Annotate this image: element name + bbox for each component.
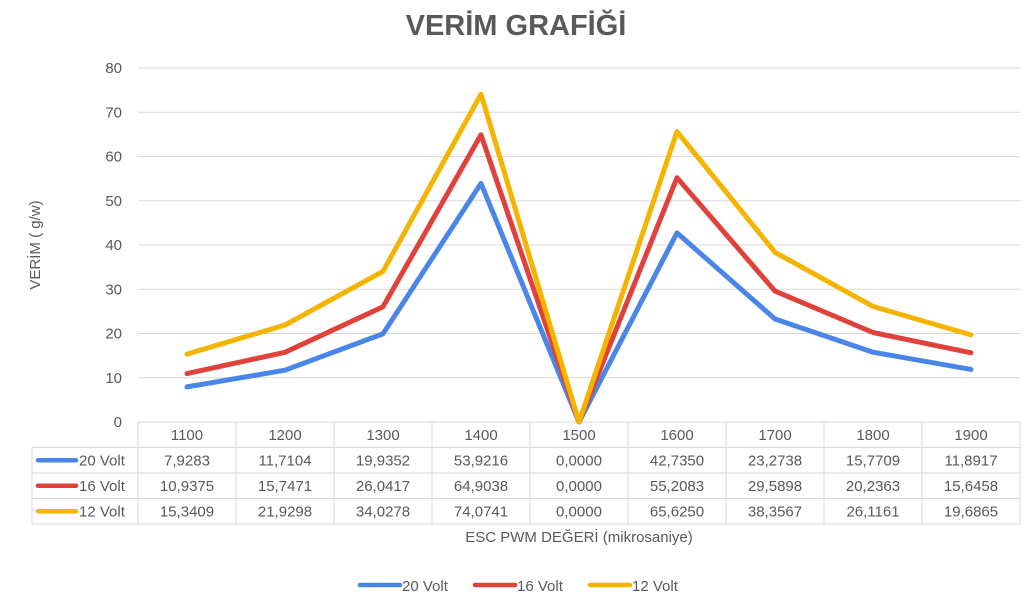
y-axis-title: VERİM ( g/w) [26,200,44,289]
table-cell: 26,0417 [356,478,410,495]
table-cell: 26,1161 [846,503,899,520]
table-cell: 64,9038 [454,478,508,495]
table-series-name: 12 Volt [79,503,126,520]
table-cell: 55,2083 [650,478,704,495]
table-cell: 0,0000 [556,452,602,469]
table-cell: 29,5898 [748,478,802,495]
table-cell: 53,9216 [454,452,508,469]
x-tick-label: 1200 [268,427,301,444]
table-cell: 23,2738 [748,452,802,469]
table-cell: 11,8917 [944,452,997,469]
gridlines [138,67,1020,379]
x-axis-title: ESC PWM DEĞERİ (mikrosaniye) [465,528,693,546]
legend-label: 16 Volt [517,578,564,595]
y-tick-label: 70 [105,104,122,121]
table-series-name: 16 Volt [79,478,126,495]
table-cell: 15,7709 [846,452,900,469]
y-axis: 0 10 20 30 40 50 60 70 80 [105,60,122,431]
table-cell: 21,9298 [258,503,312,520]
table-cell: 15,3409 [160,503,214,520]
table-cell: 42,7350 [650,452,704,469]
table-cell: 34,0278 [356,503,410,520]
table-cell: 20,2363 [846,478,900,495]
table-cell: 74,0741 [454,503,508,520]
y-tick-label: 20 [105,326,122,343]
legend-label: 20 Volt [402,578,449,595]
legend-label: 12 Volt [632,578,679,595]
table-cell: 19,9352 [356,452,410,469]
table-cell: 0,0000 [556,503,602,520]
x-tick-label: 1800 [856,427,889,444]
series-line [184,91,974,425]
y-tick-label: 30 [105,281,122,298]
x-tick-label: 1300 [366,427,399,444]
table-cell: 65,6250 [650,503,704,520]
series-line [184,180,974,425]
x-tick-label: 1500 [562,427,595,444]
y-tick-label: 40 [105,237,122,254]
table-cell: 7,9283 [164,452,210,469]
x-tick-label: 1600 [660,427,693,444]
data-table: 1100 1200 1300 1400 1500 1600 1700 1800 1900 20 V… [31,421,1021,525]
plot-series [184,91,974,425]
y-tick-label: 0 [114,414,122,431]
y-tick-label: 50 [105,193,122,210]
table-series-name: 20 Volt [79,452,126,469]
x-tick-label: 1700 [758,427,791,444]
y-tick-label: 60 [105,149,122,166]
table-cell: 15,7471 [258,478,312,495]
legend: 20 Volt 16 Volt 12 Volt [357,578,679,595]
table-cell: 19,6865 [944,503,998,520]
table-cell: 38,3567 [748,503,802,520]
x-tick-label: 1400 [464,427,497,444]
table-cell: 0,0000 [556,478,602,495]
y-tick-label: 80 [105,60,122,77]
table-cell: 10,9375 [160,478,214,495]
x-tick-label: 1100 [171,427,203,444]
series-line [184,132,974,425]
table-cell: 15,6458 [944,478,998,495]
x-tick-label: 1900 [954,427,987,444]
table-cell: 11,7104 [258,452,311,469]
chart-title: VERİM GRAFİĞİ [405,10,627,42]
y-tick-label: 10 [105,370,122,387]
